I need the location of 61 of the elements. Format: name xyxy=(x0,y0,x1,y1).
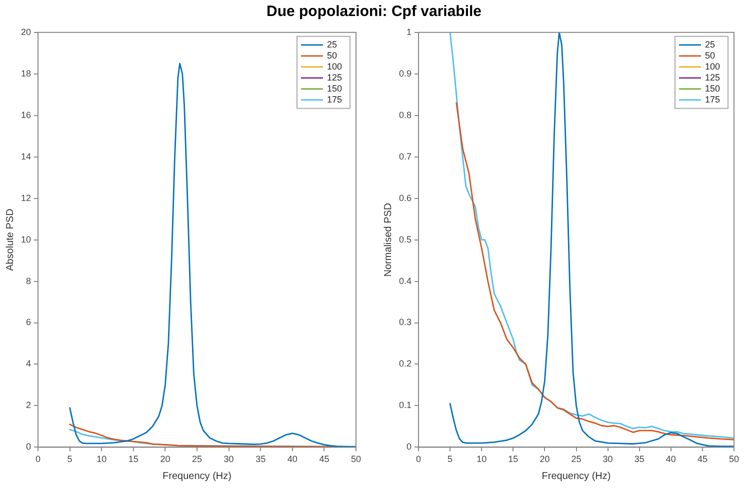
y-tick-label: 10 xyxy=(20,234,32,244)
legend-label: 50 xyxy=(704,50,715,60)
y-tick-label: 0.4 xyxy=(398,276,412,286)
x-tick-label: 35 xyxy=(634,454,644,464)
x-tick-label: 0 xyxy=(416,454,422,464)
y-tick-label: 0.8 xyxy=(398,110,412,120)
legend-label: 150 xyxy=(326,83,342,94)
legend-label: 150 xyxy=(704,83,720,94)
x-tick-label: 20 xyxy=(540,454,550,464)
y-tick-label: 4 xyxy=(26,358,32,369)
legend-label: 175 xyxy=(704,94,720,104)
y-tick-label: 18 xyxy=(20,68,32,78)
y-tick-label: 6 xyxy=(26,317,32,328)
x-tick-label: 10 xyxy=(476,454,487,464)
x-tick-label: 20 xyxy=(160,454,170,464)
legend-label: 25 xyxy=(704,39,715,50)
legend-label: 100 xyxy=(704,61,720,72)
x-tick-label: 0 xyxy=(36,454,41,464)
y-tick-label: 0.2 xyxy=(398,358,412,369)
x-tick-label: 50 xyxy=(728,454,740,464)
y-tick-label: 20 xyxy=(20,26,32,37)
legend-label: 125 xyxy=(704,72,720,82)
x-tick-label: 40 xyxy=(287,454,298,464)
y-tick-label: 0.3 xyxy=(398,317,412,328)
legend-label: 175 xyxy=(326,94,342,104)
x-tick-label: 50 xyxy=(350,454,362,464)
x-tick-label: 25 xyxy=(192,454,202,464)
y-tick-label: 14 xyxy=(20,151,32,162)
x-tick-label: 45 xyxy=(697,454,708,464)
y-tick-label: 1 xyxy=(406,26,412,37)
x-tick-label: 40 xyxy=(666,454,676,464)
legend-label: 50 xyxy=(326,50,337,60)
y-tick-label: 0.9 xyxy=(398,68,412,78)
x-tick-label: 35 xyxy=(256,454,266,464)
x-tick-label: 25 xyxy=(571,454,582,464)
chart-title: Due popolazioni: Cpf variabile xyxy=(266,3,482,20)
x-tick-label: 30 xyxy=(224,454,234,464)
x-tick-label: 5 xyxy=(448,454,453,464)
y-tick-label: 16 xyxy=(20,110,32,120)
x-tick-label: 5 xyxy=(67,454,72,464)
y-tick-label: 0.5 xyxy=(398,234,412,244)
y-tick-label: 0.6 xyxy=(398,192,412,203)
x-axis-title: Frequency (Hz) xyxy=(542,470,611,482)
legend-label: 25 xyxy=(326,39,337,50)
y-tick-label: 0 xyxy=(406,442,412,452)
x-tick-label: 15 xyxy=(508,454,518,464)
x-tick-label: 10 xyxy=(96,454,107,464)
y-axis-title: Absolute PSD xyxy=(4,208,16,271)
legend-label: 125 xyxy=(326,72,342,82)
x-axis-title: Frequency (Hz) xyxy=(162,470,232,482)
y-tick-label: 2 xyxy=(26,400,32,410)
y-tick-label: 12 xyxy=(20,192,32,203)
y-tick-label: 0.1 xyxy=(398,400,412,410)
y-tick-label: 0.7 xyxy=(398,151,412,162)
x-tick-label: 30 xyxy=(602,454,613,464)
x-tick-label: 15 xyxy=(128,454,138,464)
y-axis-title: Normalised PSD xyxy=(382,202,394,277)
y-tick-label: 8 xyxy=(26,276,32,286)
y-tick-label: 0 xyxy=(26,442,32,452)
legend-label: 100 xyxy=(326,61,342,72)
x-tick-label: 45 xyxy=(319,454,330,464)
